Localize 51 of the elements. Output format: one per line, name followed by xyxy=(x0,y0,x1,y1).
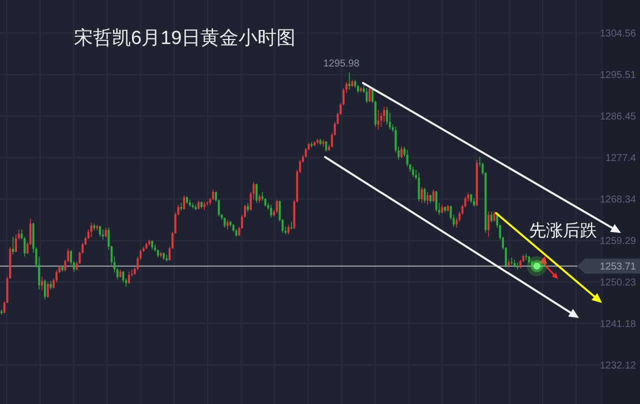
annotation: 先涨后跌 xyxy=(529,221,597,240)
candlestick xyxy=(400,146,403,158)
candlestick xyxy=(246,202,249,212)
candlestick xyxy=(287,224,290,235)
ref-line-label: 1253.71 xyxy=(600,262,636,273)
candlestick xyxy=(99,225,102,238)
y-tick-label: 1304.56 xyxy=(600,28,636,40)
candlestick xyxy=(122,270,124,284)
candlestick xyxy=(44,279,46,300)
candlestick xyxy=(90,222,92,238)
y-tick-label: 1250.23 xyxy=(600,278,636,289)
candlestick xyxy=(368,86,371,103)
y-tick-label: 1286.45 xyxy=(600,112,636,123)
candlestick xyxy=(256,183,258,204)
candlestick xyxy=(424,187,426,204)
candlestick xyxy=(183,195,186,210)
candlestick xyxy=(290,221,292,230)
candlestick xyxy=(426,192,429,206)
candlestick xyxy=(41,276,44,291)
annotation: 1295.98 xyxy=(323,58,360,70)
candlestick xyxy=(46,281,49,298)
candlestick xyxy=(128,271,130,284)
candlestick xyxy=(102,229,104,240)
y-tick-label: 1241.18 xyxy=(600,318,636,330)
y-tick-label: 1232.12 xyxy=(600,360,636,372)
y-tick-label: 1259.29 xyxy=(600,236,636,248)
candlestick xyxy=(226,219,229,230)
candlestick xyxy=(151,240,154,250)
text: 宋哲凯6月19日黄金小时图 xyxy=(74,27,296,49)
candlestick xyxy=(366,88,368,104)
y-tick-label: 1268.34 xyxy=(600,194,636,206)
candlestick xyxy=(325,140,328,152)
candlestick xyxy=(487,211,490,238)
candlestick xyxy=(377,110,380,130)
candlestick xyxy=(412,166,414,178)
candlestick xyxy=(516,262,518,270)
candlestick xyxy=(490,211,492,224)
candlestick xyxy=(104,227,107,238)
candlestick xyxy=(432,189,434,202)
y-tick-label: 1277.4 xyxy=(605,153,636,164)
candlestick xyxy=(276,199,278,214)
y-tick-label: 1295.51 xyxy=(600,70,636,82)
candlestick xyxy=(270,204,272,218)
candlestick xyxy=(420,186,423,204)
candlestick xyxy=(224,217,226,228)
candlestick xyxy=(418,172,420,202)
candlestick xyxy=(12,236,14,256)
candlestick xyxy=(470,193,472,204)
candlestick xyxy=(435,190,438,212)
candlestick xyxy=(212,189,214,201)
candlestick xyxy=(493,211,496,222)
